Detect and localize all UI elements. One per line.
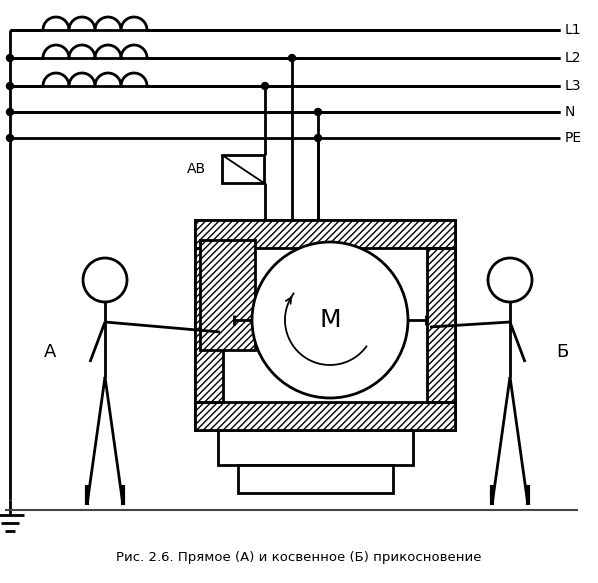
Circle shape — [7, 108, 14, 115]
Bar — [195, 402, 455, 430]
Text: Б: Б — [556, 343, 568, 361]
Text: L1: L1 — [565, 23, 582, 37]
Bar — [238, 465, 393, 493]
Bar — [195, 220, 455, 430]
Circle shape — [252, 242, 408, 398]
Bar — [222, 155, 264, 183]
Circle shape — [7, 135, 14, 142]
Bar — [195, 402, 455, 430]
Circle shape — [7, 54, 14, 61]
Bar — [195, 220, 455, 248]
Text: М: М — [319, 308, 341, 332]
Bar — [200, 240, 255, 350]
Text: А: А — [44, 343, 56, 361]
Circle shape — [315, 135, 322, 142]
Text: Рис. 2.6. Прямое (А) и косвенное (Б) прикосновение: Рис. 2.6. Прямое (А) и косвенное (Б) при… — [116, 552, 482, 564]
Text: N: N — [565, 105, 575, 119]
Circle shape — [488, 258, 532, 302]
Circle shape — [7, 83, 14, 90]
Text: L2: L2 — [565, 51, 581, 65]
Circle shape — [261, 83, 269, 90]
Bar — [195, 248, 223, 402]
Text: АВ: АВ — [187, 162, 206, 176]
Circle shape — [315, 108, 322, 115]
Bar — [195, 220, 455, 248]
Text: L3: L3 — [565, 79, 581, 93]
Text: PE: PE — [565, 131, 582, 145]
Circle shape — [288, 54, 295, 61]
Circle shape — [83, 258, 127, 302]
Bar — [427, 248, 455, 402]
Bar — [195, 248, 223, 402]
Bar — [200, 240, 255, 350]
Bar — [427, 248, 455, 402]
Bar — [218, 430, 413, 465]
